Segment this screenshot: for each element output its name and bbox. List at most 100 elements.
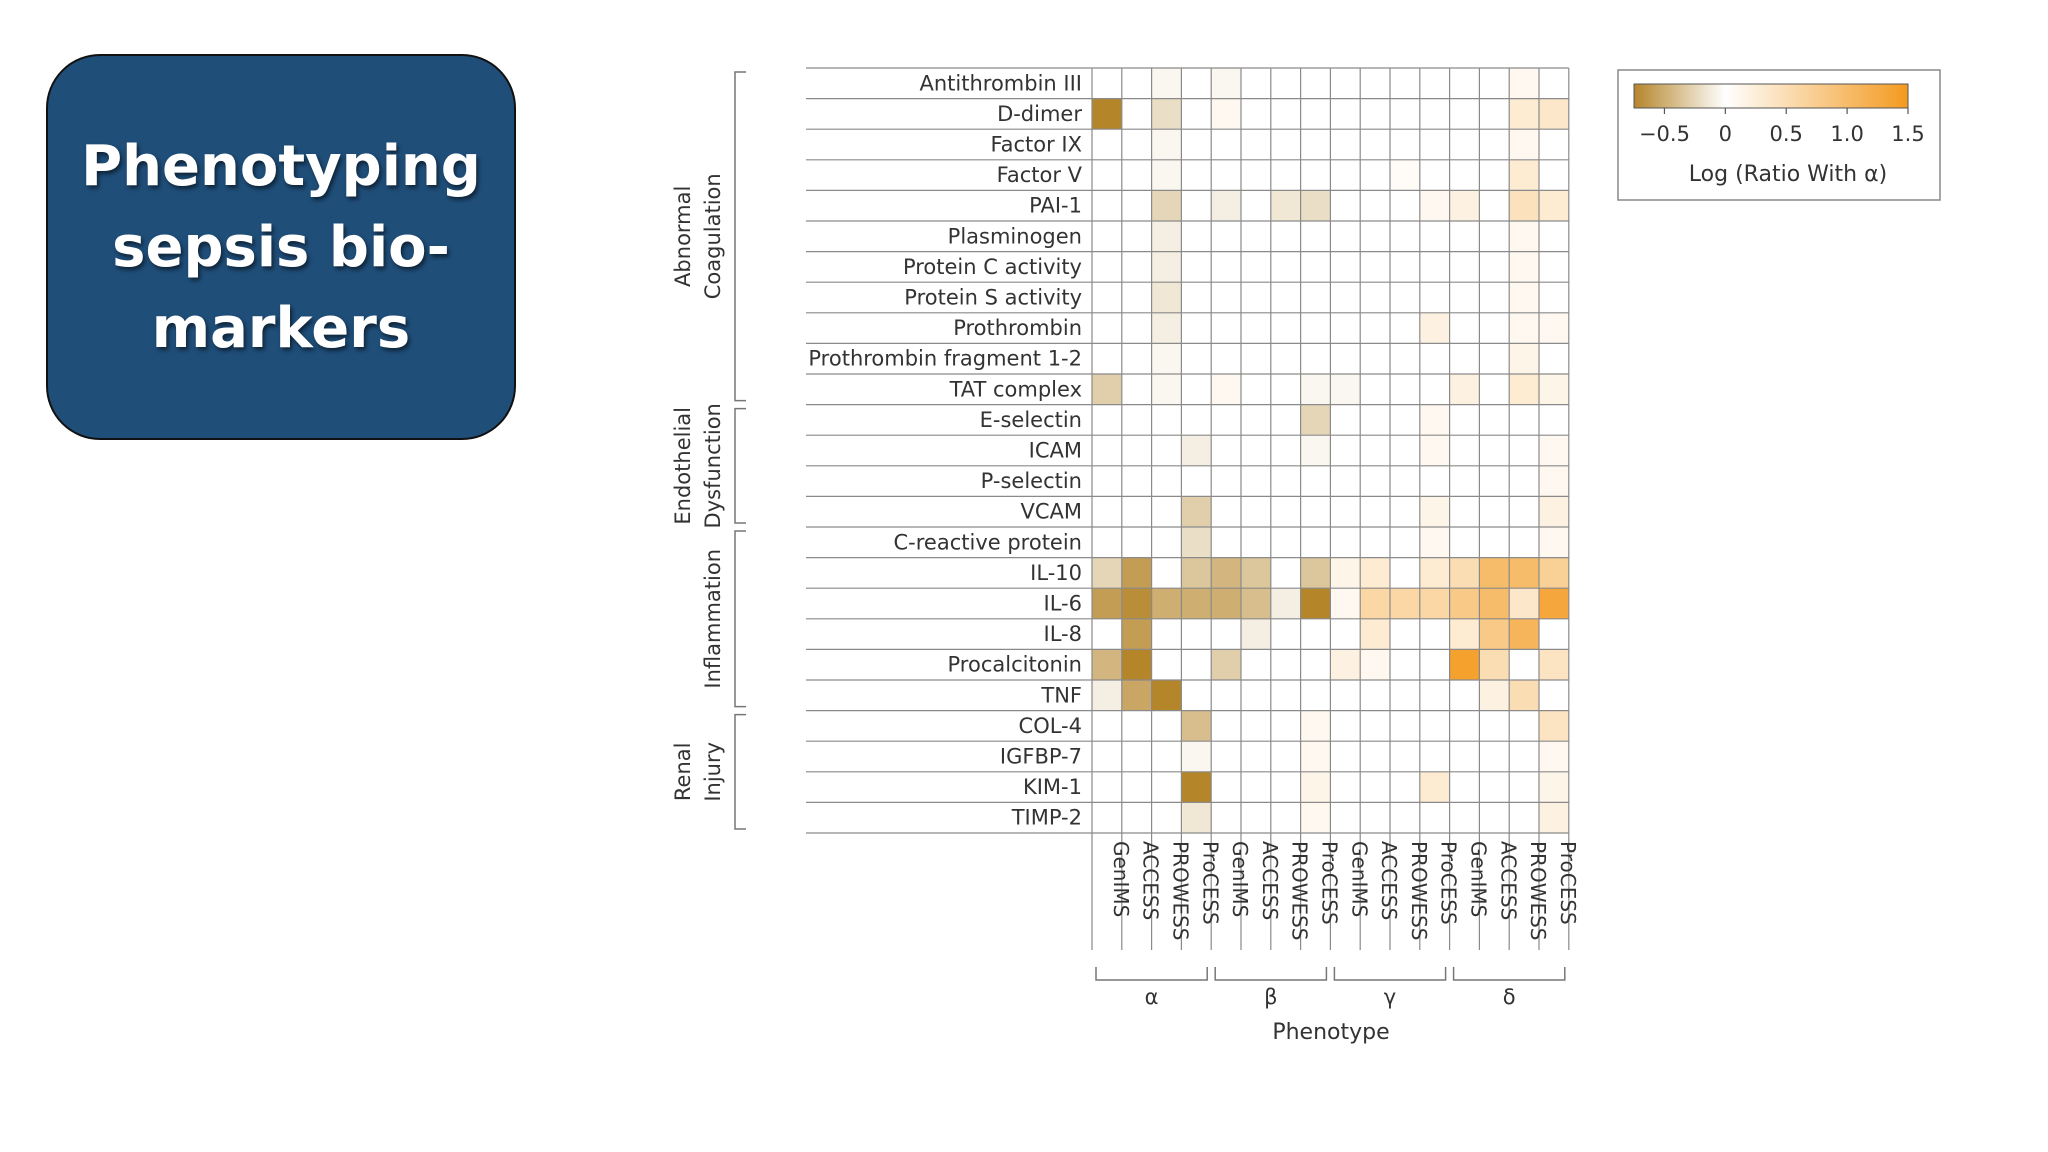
x-axis-label: Phenotype xyxy=(1272,1020,1389,1045)
heatmap-cell xyxy=(1271,313,1301,344)
heatmap-cell xyxy=(1301,711,1331,742)
heatmap-cell xyxy=(1479,190,1509,221)
column-label: GenIMS xyxy=(1228,841,1252,917)
heatmap-cell xyxy=(1092,619,1122,650)
heatmap-cell xyxy=(1479,772,1509,803)
heatmap-cell xyxy=(1330,221,1360,252)
column-label: ACCESS xyxy=(1377,841,1401,920)
heatmap-cell xyxy=(1390,405,1420,436)
heatmap-cell xyxy=(1390,343,1420,374)
heatmap-cell xyxy=(1330,160,1360,191)
phenotype-bracket xyxy=(1096,967,1207,980)
heatmap-cell xyxy=(1539,802,1569,833)
heatmap-cell xyxy=(1301,405,1331,436)
row-label: Prothrombin xyxy=(953,316,1082,340)
row-label: D-dimer xyxy=(997,102,1082,126)
heatmap-cell xyxy=(1271,496,1301,527)
heatmap-cell xyxy=(1450,619,1480,650)
heatmap-cell xyxy=(1271,466,1301,497)
heatmap-cell xyxy=(1509,221,1539,252)
heatmap-cell xyxy=(1390,772,1420,803)
heatmap-cell xyxy=(1360,619,1390,650)
heatmap-cell xyxy=(1539,558,1569,589)
heatmap-cell xyxy=(1301,343,1331,374)
heatmap-cell xyxy=(1479,527,1509,558)
heatmap-cell xyxy=(1450,435,1480,466)
group-bracket xyxy=(735,715,746,829)
heatmap-cell xyxy=(1420,466,1450,497)
heatmap-cell xyxy=(1092,466,1122,497)
heatmap-cell xyxy=(1539,435,1569,466)
heatmap-cell xyxy=(1181,466,1211,497)
heatmap-cell xyxy=(1152,160,1182,191)
column-label: ProCESS xyxy=(1556,841,1580,925)
heatmap-cell xyxy=(1241,802,1271,833)
heatmap-cell xyxy=(1509,252,1539,283)
heatmap-cell xyxy=(1122,405,1152,436)
heatmap-cell xyxy=(1539,619,1569,650)
heatmap-cell xyxy=(1271,772,1301,803)
heatmap-cell xyxy=(1450,160,1480,191)
heatmap-cell xyxy=(1301,496,1331,527)
heatmap-cell xyxy=(1509,99,1539,130)
colorbar-legend: −0.5 0 0.5 1.0 1.5 Log (Ratio With α) xyxy=(1618,70,1940,200)
heatmap-cell xyxy=(1241,588,1271,619)
heatmap-cell xyxy=(1301,99,1331,130)
heatmap-cell xyxy=(1301,68,1331,99)
heatmap-cell xyxy=(1479,129,1509,160)
heatmap-cell xyxy=(1360,313,1390,344)
heatmap-cell xyxy=(1420,711,1450,742)
heatmap-cell xyxy=(1211,282,1241,313)
heatmap-cell xyxy=(1152,496,1182,527)
heatmap-cell xyxy=(1539,343,1569,374)
heatmap-cell xyxy=(1509,466,1539,497)
heatmap-cell xyxy=(1479,374,1509,405)
heatmap-cell xyxy=(1211,435,1241,466)
heatmap-cell xyxy=(1181,160,1211,191)
heatmap-cell xyxy=(1420,802,1450,833)
phenotype-bracket xyxy=(1454,967,1565,980)
heatmap-cell xyxy=(1271,99,1301,130)
heatmap-cell xyxy=(1420,619,1450,650)
heatmap-cell xyxy=(1211,68,1241,99)
heatmap-cell xyxy=(1450,466,1480,497)
heatmap-cell xyxy=(1360,802,1390,833)
row-label: Factor IX xyxy=(990,133,1082,157)
group-label: Injury xyxy=(701,742,725,802)
heatmap-cell xyxy=(1390,802,1420,833)
heatmap-cell xyxy=(1122,68,1152,99)
heatmap-cell xyxy=(1181,741,1211,772)
heatmap-cell xyxy=(1271,405,1301,436)
heatmap-cell xyxy=(1450,527,1480,558)
heatmap-cell xyxy=(1152,588,1182,619)
row-label: C-reactive protein xyxy=(894,530,1083,554)
heatmap-cell xyxy=(1360,252,1390,283)
row-label: Prothrombin fragment 1-2 xyxy=(808,347,1082,371)
heatmap-cell xyxy=(1092,313,1122,344)
heatmap-cell xyxy=(1122,649,1152,680)
heatmap-cell xyxy=(1301,252,1331,283)
phenotype-bracket xyxy=(1334,967,1445,980)
heatmap-cell xyxy=(1271,711,1301,742)
heatmap-cell xyxy=(1390,190,1420,221)
heatmap-cell xyxy=(1479,160,1509,191)
heatmap-cell xyxy=(1271,374,1301,405)
heatmap-cell xyxy=(1539,527,1569,558)
row-label: P-selectin xyxy=(981,469,1082,493)
group-bracket xyxy=(735,531,746,707)
heatmap-cell xyxy=(1211,99,1241,130)
heatmap-cell xyxy=(1390,711,1420,742)
heatmap-cell xyxy=(1211,558,1241,589)
heatmap-cell xyxy=(1152,741,1182,772)
heatmap-cell xyxy=(1211,772,1241,803)
heatmap-cell xyxy=(1360,680,1390,711)
heatmap-cell xyxy=(1360,343,1390,374)
heatmap-cell xyxy=(1181,282,1211,313)
heatmap-cell xyxy=(1122,527,1152,558)
heatmap-cell xyxy=(1390,252,1420,283)
heatmap-cell xyxy=(1241,252,1271,283)
heatmap-cell xyxy=(1420,680,1450,711)
heatmap-cell xyxy=(1271,588,1301,619)
heatmap-cell xyxy=(1479,466,1509,497)
heatmap-cell xyxy=(1539,190,1569,221)
